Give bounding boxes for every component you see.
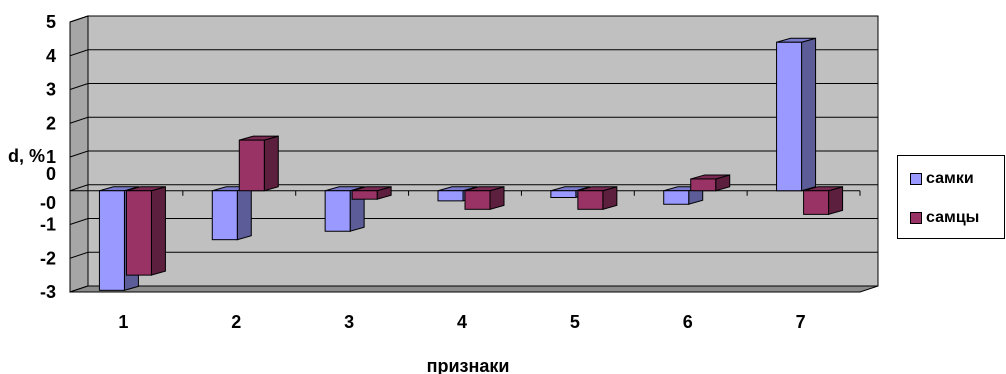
- y-axis-label: d, %: [8, 146, 45, 166]
- legend-item-samtsy: самцы: [910, 209, 979, 227]
- bar-front: [98, 190, 125, 291]
- floor: [69, 285, 879, 293]
- gridline: [69, 49, 878, 57]
- y-tick-label: -0: [40, 193, 56, 213]
- bar-samtsy-2: [238, 135, 279, 192]
- gridline: [69, 251, 878, 259]
- bar-samtsy-7: [803, 186, 844, 216]
- y-tick-label: 1: [46, 147, 56, 167]
- legend-label-samtsy: самцы: [926, 209, 980, 226]
- gridline: [69, 83, 878, 90]
- y-tick-label: 2: [46, 113, 56, 133]
- bar-samki-7: [776, 37, 817, 192]
- bar-front: [211, 190, 238, 241]
- legend-item-samki: самки: [910, 170, 974, 188]
- bar-side: [828, 186, 844, 216]
- gridline: [69, 218, 878, 225]
- gridline: [69, 150, 878, 158]
- bar-front: [776, 41, 803, 192]
- bar-front: [464, 190, 491, 210]
- gridline: [69, 184, 878, 192]
- legend-swatch-samki: [910, 173, 922, 185]
- x-tick-label: 5: [570, 312, 580, 332]
- bar-samtsy-1: [125, 186, 166, 276]
- y-tick-label: -3: [40, 282, 56, 302]
- y-tick-label: 5: [46, 12, 56, 32]
- gridline: [69, 15, 878, 23]
- x-tick-label: 6: [683, 312, 693, 332]
- y-tick-label: 0: [46, 164, 56, 184]
- bar-side: [263, 135, 279, 192]
- bar-front: [550, 190, 577, 198]
- bar-front: [803, 190, 830, 215]
- bars: [98, 37, 844, 291]
- bar-front: [324, 190, 351, 232]
- bar-front: [351, 190, 378, 200]
- bar-side: [801, 37, 817, 192]
- bar-side: [236, 186, 252, 241]
- legend-swatch-samtsy: [910, 212, 922, 224]
- y-tick-label: -2: [40, 248, 56, 268]
- y-tick-label: 4: [46, 46, 56, 66]
- bar-samtsy-5: [577, 186, 618, 210]
- plot-area: [69, 15, 879, 293]
- x-tick-label: 7: [796, 312, 806, 332]
- bar-samtsy-6: [690, 174, 731, 192]
- x-tick-label: 2: [231, 312, 241, 332]
- bar-front: [663, 190, 690, 205]
- x-tick-label: 3: [344, 312, 354, 332]
- gridline: [69, 116, 878, 124]
- y-tick-labels: 5 4 3 2 10 -0-1 -2 -3: [40, 12, 56, 302]
- bar-samki-2: [211, 186, 252, 241]
- bar-front: [125, 190, 152, 276]
- bar-samtsy-4: [464, 186, 505, 210]
- bar-side: [150, 186, 166, 276]
- y-tick-label: -1: [40, 215, 56, 235]
- legend: самки самцы: [897, 155, 1005, 239]
- bar-front: [437, 190, 464, 202]
- x-tick-label: 4: [457, 312, 467, 332]
- bar-front: [238, 139, 265, 192]
- bar-front: [577, 190, 604, 210]
- bar-samtsy-3: [351, 186, 392, 200]
- legend-label-samki: самки: [926, 170, 974, 187]
- y-tick-label: 3: [46, 80, 56, 100]
- bar-front: [690, 178, 717, 192]
- x-tick-label: 1: [118, 312, 128, 332]
- x-tick-labels: 1 2 3 4 5 6 7: [118, 312, 805, 332]
- x-axis-label: признаки: [427, 356, 510, 374]
